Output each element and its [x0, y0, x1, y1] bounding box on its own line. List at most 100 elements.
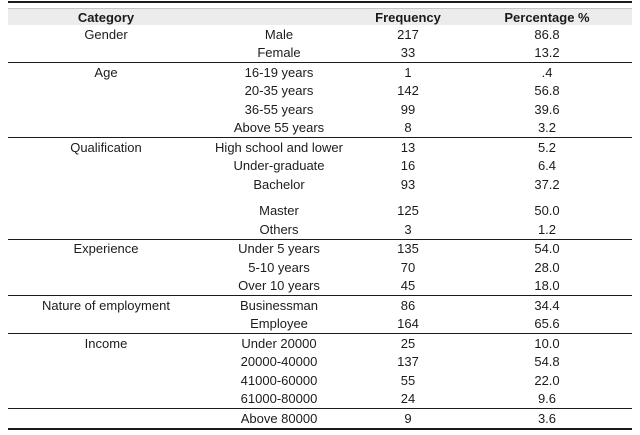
frequency-cell: 13	[354, 137, 462, 157]
table-row: 20000-40000 137 54.8	[8, 353, 632, 372]
table-top-rule	[8, 1, 632, 3]
group-experience: Experience Under 5 years 135 54.0 5-10 years…	[8, 238, 632, 296]
category-cell: Gender	[84, 26, 128, 42]
subcategory-cell: Master	[259, 203, 299, 219]
table-row: Others 3 1.2	[8, 220, 632, 239]
subcategory-cell: Over 10 years	[238, 278, 320, 294]
frequency-cell: 1	[354, 62, 462, 82]
subcategory-cell: Under 5 years	[204, 238, 354, 258]
table-row: Nature of employment Businessman 86 34.4	[8, 295, 632, 315]
frequency-cell: 8	[404, 120, 412, 136]
table-row: Under-graduate 16 6.4	[8, 157, 632, 176]
category-cell	[8, 220, 204, 239]
subcategory-cell: Above 80000	[204, 408, 354, 429]
percentage-cell: 39.6	[534, 101, 560, 117]
frequency-cell: 3	[404, 221, 412, 237]
table-row: Gender Male 217 86.8	[8, 25, 632, 44]
subcategory-cell: High school and lower	[204, 137, 354, 157]
frequency-cell: 70	[400, 259, 416, 275]
frequency-cell: 164	[397, 316, 419, 332]
percentage-cell: 6.4	[537, 158, 557, 174]
frequency-cell: 33	[400, 45, 416, 61]
table-row: Female 33 13.2	[8, 44, 632, 63]
table-row: Employee 164 65.6	[8, 315, 632, 334]
category-cell	[8, 258, 204, 277]
frequency-cell: 86	[354, 295, 462, 315]
category-cell	[8, 175, 204, 194]
frequency-cell: 55	[400, 372, 416, 388]
percentage-cell: 34.4	[462, 295, 632, 315]
percentage-cell: 18.0	[534, 278, 560, 294]
table-row: 36-55 years 99 39.6	[8, 100, 632, 119]
category-cell: Nature of employment	[8, 295, 204, 315]
subcategory-cell: Male	[264, 26, 294, 42]
group-qualification: Qualification High school and lower 13 5.2 U…	[8, 137, 632, 240]
table-row: Experience Under 5 years 135 54.0	[8, 238, 632, 258]
frequency-cell: 135	[354, 238, 462, 258]
percentage-cell: 5.2	[462, 137, 632, 157]
table-row: Income Under 20000 25 10.0	[8, 333, 632, 353]
frequency-cell: 125	[397, 203, 419, 219]
subcategory-cell: 5-10 years	[248, 259, 310, 275]
frequency-cell: 93	[400, 176, 416, 192]
group-gender: Gender Male 217 86.8 Female 33 13.2	[8, 25, 632, 63]
subcategory-cell: Female	[257, 45, 301, 61]
percentage-cell: 86.8	[534, 26, 560, 42]
frequency-cell: 217	[397, 26, 419, 42]
percentage-cell: 50.0	[534, 203, 560, 219]
table-row: Qualification High school and lower 13 5.2	[8, 137, 632, 157]
category-cell	[8, 408, 204, 429]
category-cell	[8, 277, 204, 296]
subcategory-cell: Bachelor	[253, 176, 305, 192]
category-cell	[8, 315, 204, 334]
percentage-cell: 3.6	[462, 408, 632, 429]
group-above-80000: Above 80000 9 3.6	[8, 408, 632, 429]
category-cell	[8, 194, 204, 221]
subcategory-cell: Above 55 years	[233, 120, 325, 136]
frequency-cell: 25	[354, 333, 462, 353]
table-row: Master 125 50.0	[8, 194, 632, 221]
col-header-percentage: Percentage %	[462, 8, 632, 25]
table-row: 5-10 years 70 28.0	[8, 258, 632, 277]
col-header-frequency: Frequency	[354, 8, 462, 25]
percentage-cell: 28.0	[534, 259, 560, 275]
subcategory-cell: 20000-40000	[240, 354, 318, 370]
category-cell: Age	[8, 62, 204, 82]
table-row: 61000-80000 24 9.6	[8, 390, 632, 409]
subcategory-cell: 20-35 years	[244, 83, 314, 99]
group-income: Income Under 20000 25 10.0 20000-40000 137 54.…	[8, 333, 632, 409]
subcategory-cell: Others	[259, 221, 299, 237]
category-cell	[8, 353, 204, 372]
category-cell	[8, 44, 204, 63]
percentage-cell: 54.8	[534, 354, 560, 370]
table-row: Above 80000 9 3.6	[8, 408, 632, 429]
subcategory-cell: Under 20000	[204, 333, 354, 353]
category-cell	[8, 157, 204, 176]
table-row: 20-35 years 142 56.8	[8, 82, 632, 101]
table-row: Over 10 years 45 18.0	[8, 277, 632, 296]
category-cell	[8, 119, 204, 138]
percentage-cell: 22.0	[534, 372, 560, 388]
percentage-cell: .4	[462, 62, 632, 82]
frequency-cell: 9	[354, 408, 462, 429]
category-cell	[8, 100, 204, 119]
category-cell	[8, 390, 204, 409]
table-row: Age 16-19 years 1.4	[8, 62, 632, 82]
frequency-table: Category Frequency Percentage % Gender Ma…	[8, 8, 632, 430]
percentage-cell: 56.8	[534, 83, 560, 99]
subcategory-cell: 61000-80000	[240, 391, 318, 407]
subcategory-cell: Businessman	[204, 295, 354, 315]
frequency-cell: 16	[400, 158, 416, 174]
col-header-subcategory	[204, 8, 354, 25]
category-cell: Experience	[8, 238, 204, 258]
table-row: 41000-60000 55 22.0	[8, 371, 632, 390]
category-cell	[8, 371, 204, 390]
header-row: Category Frequency Percentage %	[8, 8, 632, 25]
table-row: Above 55 years 8 3.2	[8, 119, 632, 138]
subcategory-cell: 36-55 years	[244, 101, 314, 117]
frequency-cell: 142	[397, 83, 419, 99]
group-age: Age 16-19 years 1.4 20-35 years 142 56.8 36-55…	[8, 62, 632, 138]
percentage-cell: 13.2	[534, 45, 560, 61]
